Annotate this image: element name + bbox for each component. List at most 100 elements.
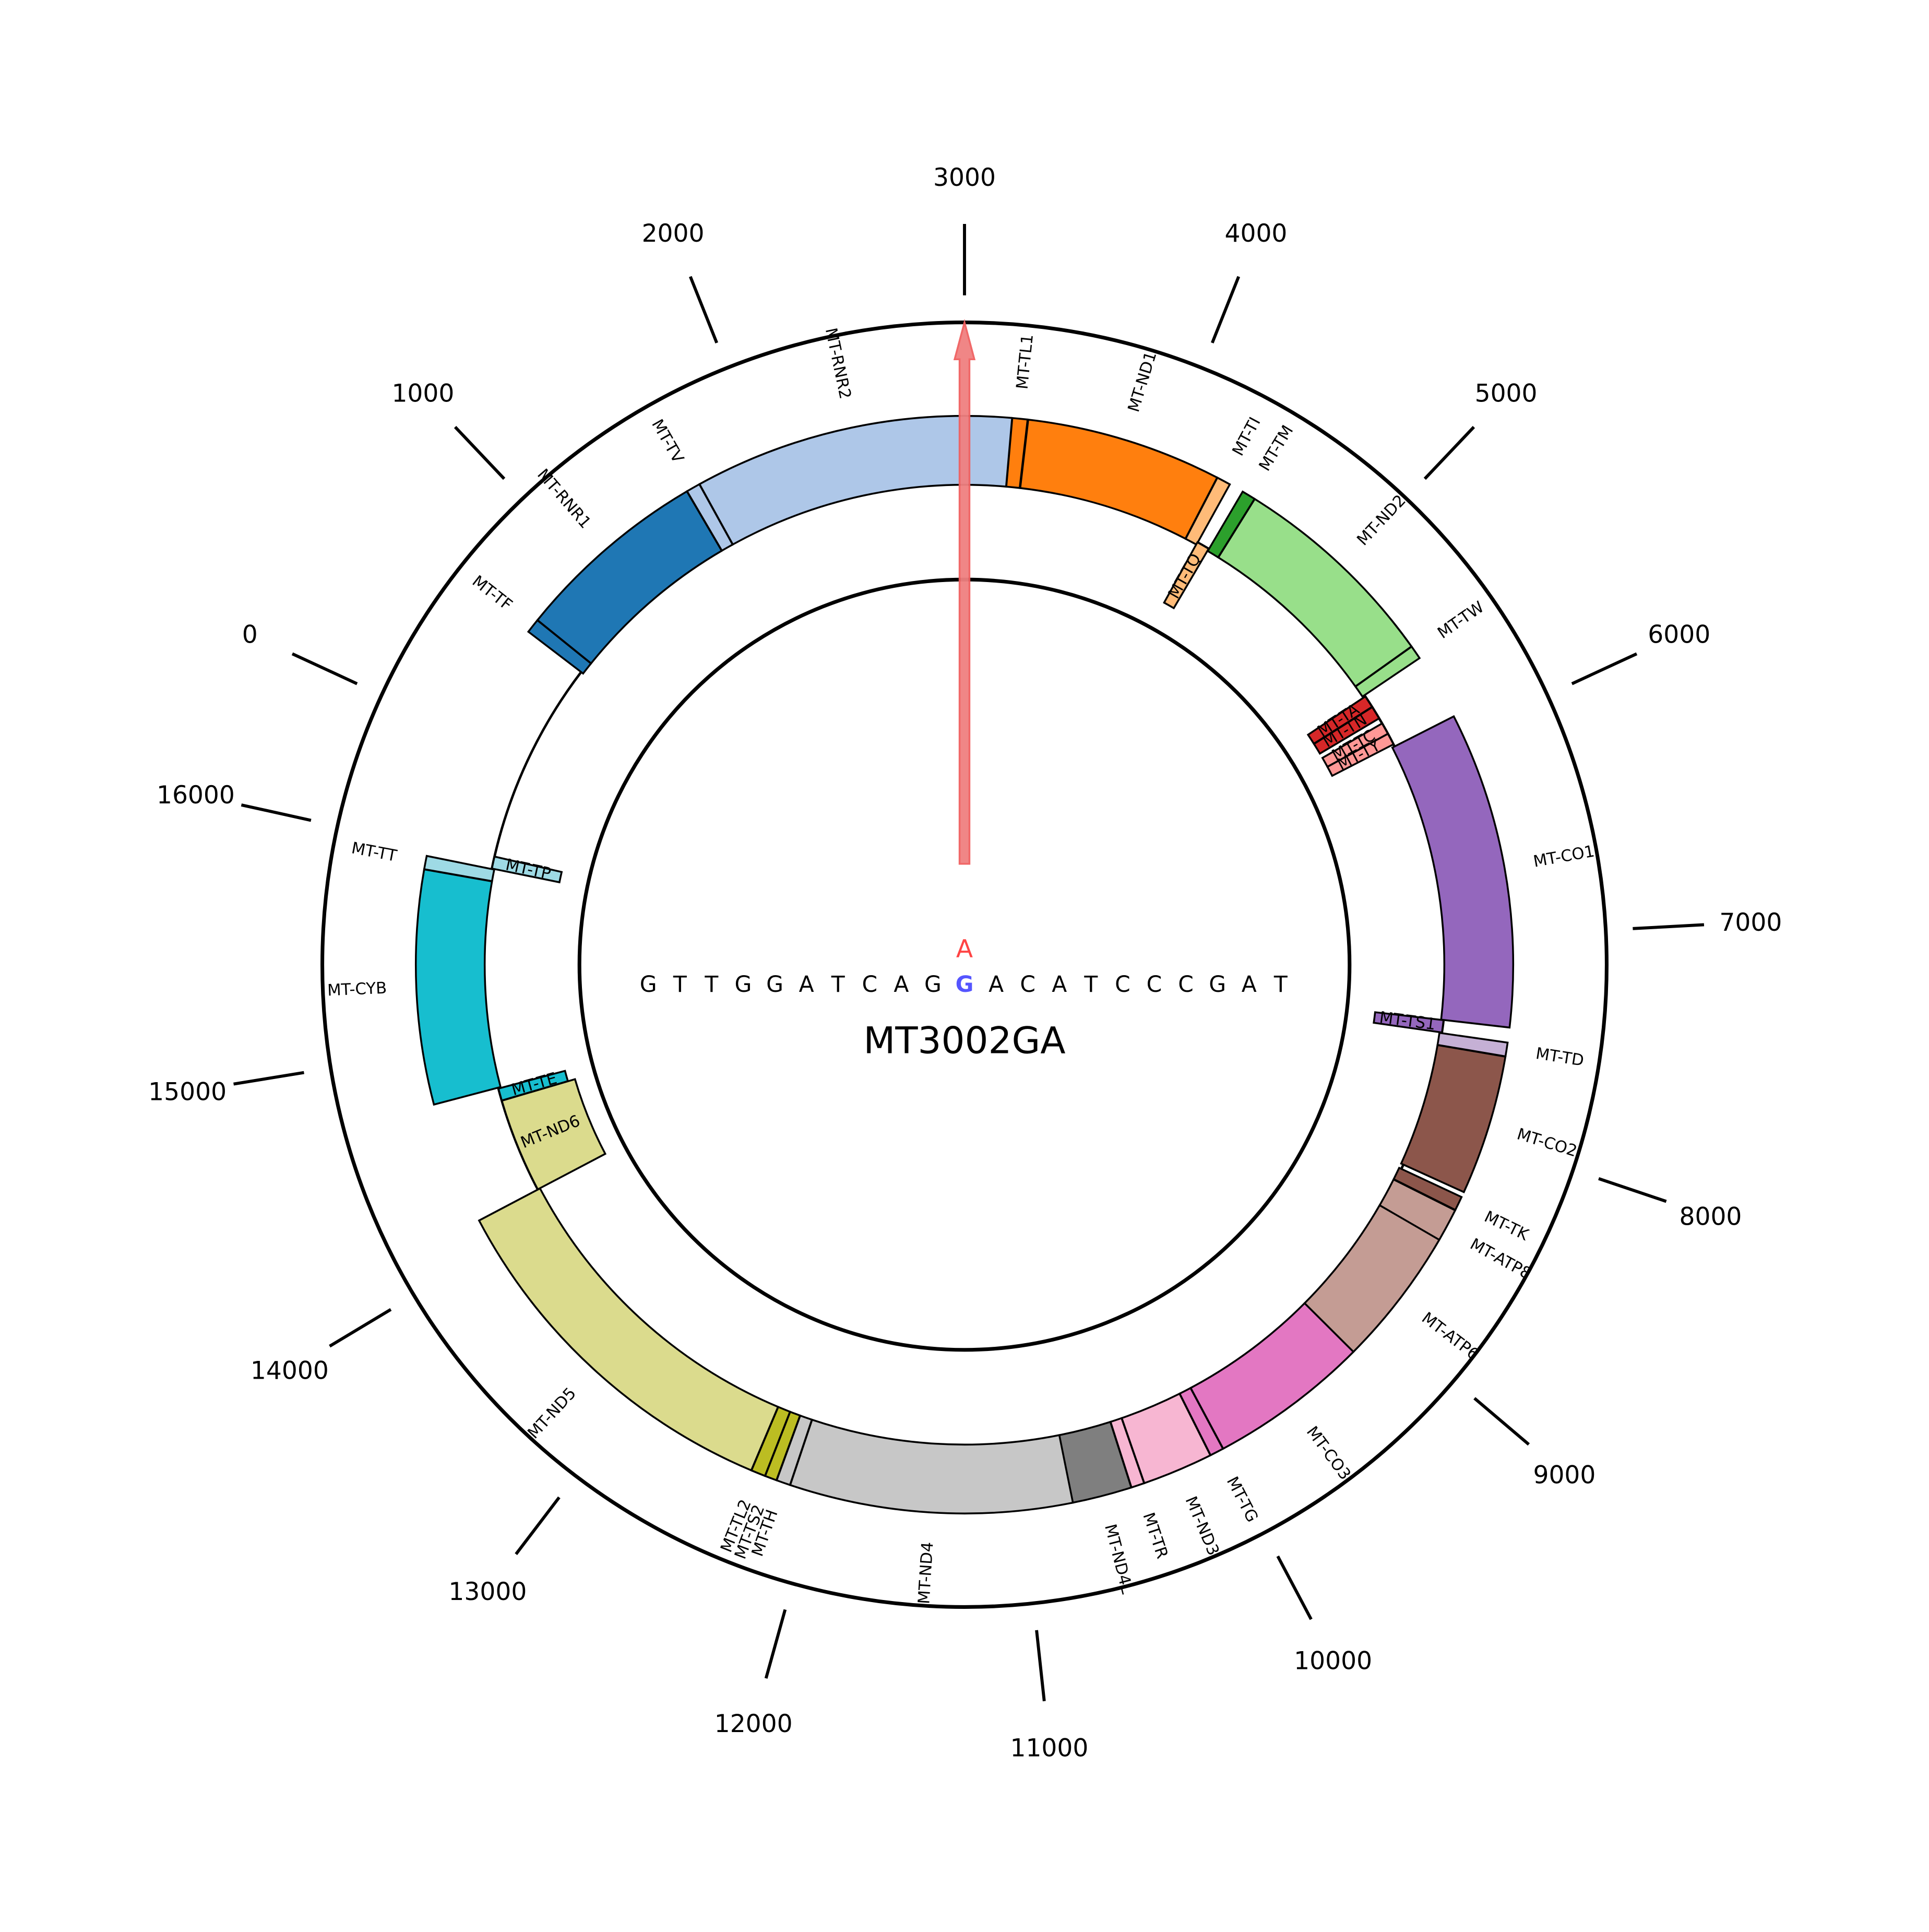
gene-label: MT-ND2 (1354, 491, 1410, 549)
gene-label: MT-TS1 (1378, 1009, 1437, 1034)
gene-mt-tq (1163, 541, 1210, 610)
tick-mark (1210, 276, 1241, 343)
sequence-base: G (1209, 972, 1226, 998)
tick-label: 8000 (1679, 1203, 1742, 1231)
gene-mt-nd4 (789, 1418, 1074, 1515)
sequence-base: A (894, 972, 909, 998)
gene-label: MT-TT (350, 839, 399, 866)
tick-mark (1423, 425, 1475, 480)
gene-mt-nd5 (478, 1187, 780, 1472)
sequence-base: T (831, 972, 846, 998)
tick-mark (688, 276, 719, 343)
tick-label: 4000 (1224, 219, 1287, 248)
gene-label: MT-TL1 (1014, 334, 1038, 390)
tick-mark (1571, 652, 1638, 685)
gene-mt-rnr1 (536, 490, 723, 665)
gene-label: MT-CYB (327, 979, 387, 1000)
tick-mark (515, 1496, 561, 1555)
gene-label: MT-TV (648, 417, 687, 467)
tick-label: 0 (242, 620, 258, 649)
gene-label: MT-ND3 (1182, 1494, 1223, 1559)
tick-label: 2000 (642, 219, 705, 248)
gene-mt-te (497, 1070, 569, 1102)
gene-label: MT-TR (1139, 1510, 1171, 1561)
gene-mt-tw (1354, 645, 1421, 698)
tick-mark (1035, 1630, 1046, 1702)
sequence-base: A (799, 972, 814, 998)
gene-label: MT-ATP6 (1418, 1309, 1482, 1364)
gene-label: MT-TW (1434, 598, 1487, 643)
ref-base: G (956, 972, 974, 998)
tick-label: 15000 (148, 1078, 227, 1107)
sequence-base: A (1242, 972, 1257, 998)
gene-label: MT-TM (1256, 422, 1297, 475)
gene-mt-tp (491, 855, 563, 884)
tick-label: 10000 (1294, 1647, 1372, 1676)
tick-label: 16000 (157, 781, 235, 810)
gene-label: MT-TD (1534, 1045, 1585, 1070)
gene-label: MT-CO3 (1303, 1423, 1354, 1484)
sequence-base: A (989, 972, 1004, 998)
tick-label: 6000 (1648, 620, 1710, 649)
gene-label: MT-RNR1 (533, 466, 594, 532)
sequence-base: G (766, 972, 783, 998)
tick-label: 12000 (715, 1710, 793, 1738)
gene-mt-cyb (414, 868, 502, 1106)
tick-mark (1473, 1397, 1530, 1446)
arrow-shape (953, 318, 976, 865)
tick-label: 1000 (391, 379, 454, 408)
tick-label: 14000 (251, 1356, 329, 1385)
sequence-base: C (1178, 972, 1194, 998)
sequence-base: C (862, 972, 877, 998)
gene-mt-tn (1313, 706, 1380, 755)
sequence-base: T (1273, 972, 1288, 998)
sequence-base: T (673, 972, 687, 998)
tick-mark (764, 1609, 787, 1679)
tick-label: 11000 (1010, 1734, 1088, 1762)
tick-mark (1598, 1177, 1667, 1203)
tick-mark (454, 425, 506, 480)
sequence-base: T (1083, 972, 1098, 998)
sequence-base: C (1147, 972, 1162, 998)
tick-mark (1276, 1555, 1313, 1620)
tick-mark (1633, 923, 1705, 930)
gene-mt-ts1 (1373, 1011, 1445, 1034)
gene-label: MT-CO2 (1515, 1125, 1579, 1160)
gene-label: MT-TG (1223, 1474, 1261, 1525)
sequence-base: T (704, 972, 719, 998)
gene-label: MT-TF (469, 572, 516, 614)
tick-label: 13000 (448, 1578, 527, 1606)
sequence-base: G (924, 972, 942, 998)
sequence-base: G (640, 972, 657, 998)
gene-mt-co2 (1400, 1044, 1507, 1193)
tick-label: 5000 (1475, 379, 1538, 408)
tick-label: 9000 (1533, 1461, 1595, 1490)
gene-label: MT-TQ (1165, 551, 1205, 602)
sequence-base: C (1115, 972, 1130, 998)
tick-mark (291, 652, 358, 685)
sequence-base: C (1020, 972, 1035, 998)
sequence-base: A (1052, 972, 1067, 998)
gene-mt-ty (1326, 732, 1395, 777)
gene-mt-co1 (1391, 715, 1514, 1029)
alt-allele: A (956, 935, 973, 964)
gene-label: MT-ND5 (525, 1384, 580, 1443)
tick-marks: 0 1000 2000 3000 4000 5000 6000 7000 8000 9000 100… (148, 163, 1782, 1762)
tick-label: 7000 (1719, 908, 1782, 937)
gene-label: MT-CO1 (1532, 842, 1596, 871)
variant-title: MT3002GA (863, 1019, 1065, 1062)
gene-label: MT-RNR2 (821, 326, 854, 401)
tick-mark (241, 803, 312, 822)
tick-label: 3000 (933, 163, 996, 192)
variant-arrow-icon (953, 318, 976, 865)
sequence-base: G (735, 972, 752, 998)
gene-label: MT-TI (1229, 414, 1265, 459)
tick-mark (329, 1308, 392, 1348)
gene-label: MT-ND4 (915, 1542, 937, 1605)
gene-label: MT-ND4L (1101, 1522, 1136, 1596)
gene-label: MT-ND1 (1125, 349, 1160, 414)
gene-label: MT-TP (504, 856, 552, 883)
